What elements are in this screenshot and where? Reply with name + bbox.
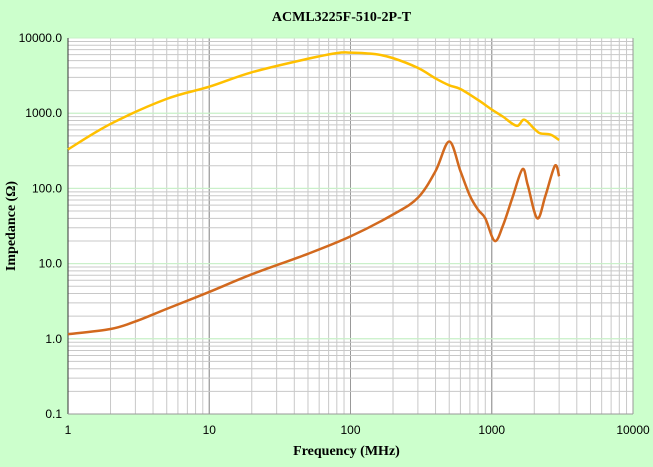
x-tick-label: 100 xyxy=(340,423,360,437)
y-tick-label: 100.0 xyxy=(32,181,62,195)
y-tick-label: 1000.0 xyxy=(25,106,62,120)
x-axis-label: Frequency (MHz) xyxy=(293,444,400,459)
y-tick-label: 1.0 xyxy=(45,332,62,346)
x-tick-label: 10 xyxy=(203,423,217,437)
series-line-2 xyxy=(67,140,561,336)
x-tick-label: 1 xyxy=(65,423,72,437)
x-tick-label: 1000 xyxy=(478,423,505,437)
chart-title: ACML3225F-510-2P-T xyxy=(271,10,412,25)
y-tick-label: 10000.0 xyxy=(19,31,63,45)
x-tick-label: 10000 xyxy=(616,423,650,437)
y-tick-label: 0.1 xyxy=(45,407,62,421)
y-tick-label: 10.0 xyxy=(39,257,63,271)
series-line-1 xyxy=(67,51,560,151)
